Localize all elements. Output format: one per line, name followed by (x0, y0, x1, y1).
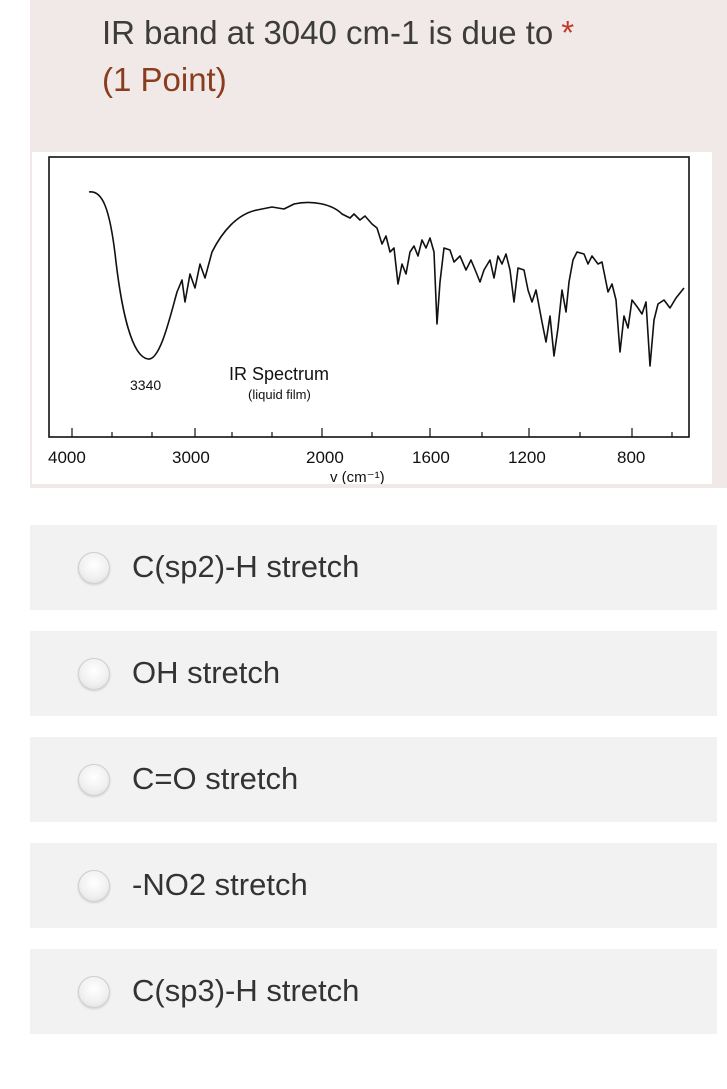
option-no2-stretch[interactable]: -NO2 stretch (30, 843, 717, 928)
tick-label-1200: 1200 (508, 448, 546, 467)
option-label: C(sp2)-H stretch (132, 549, 360, 584)
peak-label-3340: 3340 (130, 377, 161, 393)
x-axis-label: v (cm⁻¹) (330, 469, 385, 484)
spectrum-frame (48, 156, 690, 438)
spectrum-subtitle: (liquid film) (248, 387, 311, 402)
ir-spectrum-image: 3340 IR Spectrum (liquid film) 4000 3000… (32, 152, 712, 484)
radio-button[interactable] (78, 658, 110, 690)
option-csp3-h-stretch[interactable]: C(sp3)-H stretch (30, 949, 717, 1034)
option-oh-stretch[interactable]: OH stretch (30, 631, 717, 716)
spectrum-trace (88, 191, 685, 367)
option-label: C(sp3)-H stretch (132, 973, 360, 1008)
radio-button[interactable] (78, 976, 110, 1008)
spectrum-title: IR Spectrum (229, 364, 329, 384)
question-points: (1 Point) (102, 61, 227, 98)
tick-label-3000: 3000 (172, 448, 210, 467)
radio-button[interactable] (78, 764, 110, 796)
tick-label-800: 800 (617, 448, 645, 467)
tick-label-2000: 2000 (306, 448, 344, 467)
radio-button[interactable] (78, 870, 110, 902)
option-co-stretch[interactable]: C=O stretch (30, 737, 717, 822)
tick-label-4000: 4000 (48, 448, 86, 467)
radio-button[interactable] (78, 552, 110, 584)
ir-spectrum-svg: 3340 IR Spectrum (liquid film) 4000 3000… (48, 156, 690, 484)
option-csp2-h-stretch[interactable]: C(sp2)-H stretch (30, 525, 717, 610)
tick-label-1600: 1600 (412, 448, 450, 467)
question-text: IR band at 3040 cm-1 is due to (102, 14, 554, 51)
option-label: C=O stretch (132, 761, 299, 796)
question-title: IR band at 3040 cm-1 is due to * (102, 14, 574, 52)
option-label: OH stretch (132, 655, 281, 690)
required-asterisk: * (561, 14, 575, 51)
axis-ticks (71, 428, 673, 437)
option-label: -NO2 stretch (132, 867, 308, 902)
